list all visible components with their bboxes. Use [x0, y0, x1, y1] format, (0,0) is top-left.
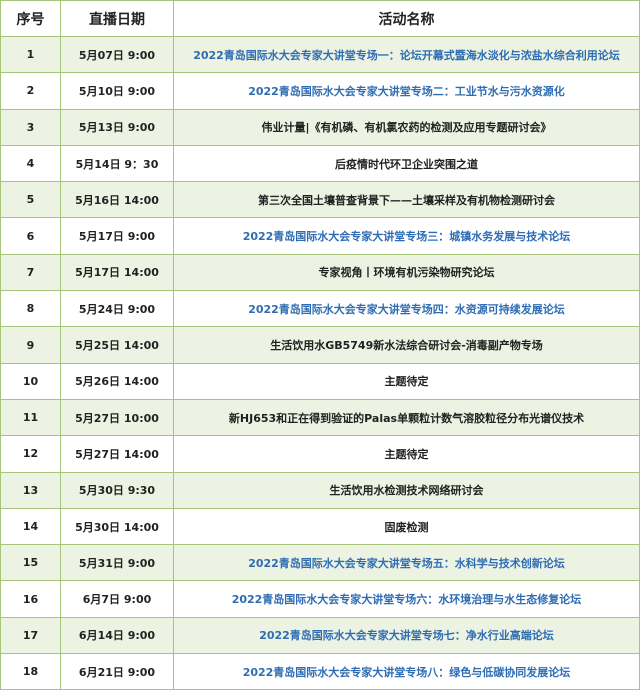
table-row: 15 5月31日 9:00 2022青岛国际水大会专家大讲堂专场五：水科学与技术创新… [0, 544, 640, 582]
row-number: 17 [0, 616, 61, 655]
event-title: 固废检测 [384, 520, 429, 534]
table-row: 13 5月30日 9:30 生活饮用水检测技术网络研讨会 [0, 471, 640, 509]
table-head: 序号 直播日期 活动名称 [0, 0, 640, 37]
broadcast-date: 5月17日 14:00 [60, 253, 174, 292]
table-row: 14 5月30日 14:00 固废检测 [0, 507, 640, 546]
table-row: 4 5月14日 9：30 后疫情时代环卫企业突围之道 [0, 144, 640, 183]
row-number: 3 [0, 108, 61, 146]
row-number: 11 [0, 398, 61, 437]
column-header: 直播日期 [60, 0, 174, 37]
table-row: 7 5月17日 14:00 专家视角丨环境有机污染物研究论坛 [0, 253, 640, 292]
row-number: 18 [0, 653, 61, 691]
event-title: 生活饮用水GB5749新水法综合研讨会-消毒副产物专场 [270, 339, 543, 353]
event-cell: 2022青岛国际水大会专家大讲堂专场四：水资源可持续发展论坛 [173, 290, 640, 328]
row-number: 13 [0, 471, 61, 509]
event-cell: 2022青岛国际水大会专家大讲堂专场七：净水行业高端论坛 [173, 616, 640, 655]
row-number: 14 [0, 507, 61, 546]
row-number: 15 [0, 544, 61, 582]
row-number: 4 [0, 144, 61, 183]
event-link[interactable]: 2022青岛国际水大会专家大讲堂专场五：水科学与技术创新论坛 [248, 556, 565, 570]
row-number: 16 [0, 580, 61, 618]
table-row: 1 5月07日 9:00 2022青岛国际水大会专家大讲堂专场一：论坛开幕式暨海水淡… [0, 35, 640, 74]
broadcast-date: 6月14日 9:00 [60, 616, 174, 655]
table-row: 10 5月26日 14:00 主题待定 [0, 362, 640, 400]
event-cell: 伟业计量|《有机磷、有机氯农药的检测及应用专题研讨会》 [173, 108, 640, 146]
table-row: 2 5月10日 9:00 2022青岛国际水大会专家大讲堂专场二：工业节水与污水资源… [0, 72, 640, 110]
broadcast-date: 5月07日 9:00 [60, 35, 174, 74]
table-row: 6 5月17日 9:00 2022青岛国际水大会专家大讲堂专场三：城镇水务发展与技术… [0, 217, 640, 255]
event-cell: 新HJ653和正在得到验证的Palas单颗粒计数气溶胶粒径分布光谱仪技术 [173, 398, 640, 437]
event-link[interactable]: 2022青岛国际水大会专家大讲堂专场八：绿色与低碳协同发展论坛 [242, 665, 571, 679]
broadcast-date: 5月30日 14:00 [60, 507, 174, 546]
broadcast-date: 5月13日 9:00 [60, 108, 174, 146]
event-title: 后疫情时代环卫企业突围之道 [335, 157, 478, 171]
event-link[interactable]: 2022青岛国际水大会专家大讲堂专场四：水资源可持续发展论坛 [248, 302, 565, 316]
event-cell: 2022青岛国际水大会专家大讲堂专场六：水环境治理与水生态修复论坛 [173, 580, 640, 618]
event-title: 生活饮用水检测技术网络研讨会 [329, 484, 484, 498]
row-number: 6 [0, 217, 61, 255]
table-row: 8 5月24日 9:00 2022青岛国际水大会专家大讲堂专场四：水资源可持续发展论… [0, 290, 640, 328]
event-title: 主题待定 [384, 447, 429, 461]
broadcast-date: 5月25日 14:00 [60, 326, 174, 364]
event-cell: 主题待定 [173, 362, 640, 400]
event-link[interactable]: 2022青岛国际水大会专家大讲堂专场一：论坛开幕式暨海水淡化与浓盐水综合利用论坛 [193, 48, 620, 62]
event-cell: 2022青岛国际水大会专家大讲堂专场八：绿色与低碳协同发展论坛 [173, 653, 640, 691]
event-title: 新HJ653和正在得到验证的Palas单颗粒计数气溶胶粒径分布光谱仪技术 [228, 411, 585, 425]
event-link[interactable]: 2022青岛国际水大会专家大讲堂专场七：净水行业高端论坛 [259, 629, 554, 643]
event-title: 第三次全国土壤普查背景下——土壤采样及有机物检测研讨会 [258, 193, 555, 207]
table-row: 12 5月27日 14:00 主题待定 [0, 435, 640, 473]
row-number: 8 [0, 290, 61, 328]
event-cell: 第三次全国土壤普查背景下——土壤采样及有机物检测研讨会 [173, 181, 640, 219]
row-number: 10 [0, 362, 61, 400]
event-cell: 2022青岛国际水大会专家大讲堂专场一：论坛开幕式暨海水淡化与浓盐水综合利用论坛 [173, 35, 640, 74]
broadcast-date: 6月21日 9:00 [60, 653, 174, 691]
broadcast-date: 5月27日 14:00 [60, 435, 174, 473]
event-cell: 生活饮用水GB5749新水法综合研讨会-消毒副产物专场 [173, 326, 640, 364]
event-cell: 主题待定 [173, 435, 640, 473]
broadcast-date: 5月31日 9:00 [60, 544, 174, 582]
broadcast-date: 5月27日 10:00 [60, 398, 174, 437]
event-title: 伟业计量|《有机磷、有机氯农药的检测及应用专题研讨会》 [261, 121, 552, 135]
row-number: 2 [0, 72, 61, 110]
broadcast-date: 5月14日 9：30 [60, 144, 174, 183]
event-cell: 专家视角丨环境有机污染物研究论坛 [173, 253, 640, 292]
event-cell: 生活饮用水检测技术网络研讨会 [173, 471, 640, 509]
broadcast-date: 5月17日 9:00 [60, 217, 174, 255]
event-cell: 固废检测 [173, 507, 640, 546]
event-cell: 后疫情时代环卫企业突围之道 [173, 144, 640, 183]
event-cell: 2022青岛国际水大会专家大讲堂专场三：城镇水务发展与技术论坛 [173, 217, 640, 255]
row-number: 9 [0, 326, 61, 364]
table-row: 16 6月7日 9:00 2022青岛国际水大会专家大讲堂专场六：水环境治理与水生态… [0, 580, 640, 618]
event-title: 主题待定 [384, 375, 429, 389]
header-row: 序号 直播日期 活动名称 [0, 0, 640, 37]
event-cell: 2022青岛国际水大会专家大讲堂专场二：工业节水与污水资源化 [173, 72, 640, 110]
table-row: 17 6月14日 9:00 2022青岛国际水大会专家大讲堂专场七：净水行业高端论坛 [0, 616, 640, 655]
broadcast-date: 6月7日 9:00 [60, 580, 174, 618]
row-number: 5 [0, 181, 61, 219]
row-number: 12 [0, 435, 61, 473]
broadcast-date: 5月10日 9:00 [60, 72, 174, 110]
event-title: 专家视角丨环境有机污染物研究论坛 [318, 266, 495, 280]
row-number: 1 [0, 35, 61, 74]
table-row: 5 5月16日 14:00 第三次全国土壤普查背景下——土壤采样及有机物检测研讨会 [0, 181, 640, 219]
table-row: 3 5月13日 9:00 伟业计量|《有机磷、有机氯农药的检测及应用专题研讨会》 [0, 108, 640, 146]
row-number: 7 [0, 253, 61, 292]
column-header: 序号 [0, 0, 61, 37]
table-row: 11 5月27日 10:00 新HJ653和正在得到验证的Palas单颗粒计数气溶胶… [0, 398, 640, 437]
event-link[interactable]: 2022青岛国际水大会专家大讲堂专场六：水环境治理与水生态修复论坛 [231, 593, 582, 607]
table-body: 1 5月07日 9:00 2022青岛国际水大会专家大讲堂专场一：论坛开幕式暨海水淡… [0, 35, 640, 691]
broadcast-date: 5月16日 14:00 [60, 181, 174, 219]
broadcast-date: 5月30日 9:30 [60, 471, 174, 509]
broadcast-date: 5月24日 9:00 [60, 290, 174, 328]
event-link[interactable]: 2022青岛国际水大会专家大讲堂专场三：城镇水务发展与技术论坛 [242, 230, 571, 244]
event-cell: 2022青岛国际水大会专家大讲堂专场五：水科学与技术创新论坛 [173, 544, 640, 582]
column-header: 活动名称 [173, 0, 640, 37]
broadcast-date: 5月26日 14:00 [60, 362, 174, 400]
event-link[interactable]: 2022青岛国际水大会专家大讲堂专场二：工业节水与污水资源化 [248, 84, 565, 98]
table-row: 18 6月21日 9:00 2022青岛国际水大会专家大讲堂专场八：绿色与低碳协同发… [0, 653, 640, 691]
table-row: 9 5月25日 14:00 生活饮用水GB5749新水法综合研讨会-消毒副产物专场 [0, 326, 640, 364]
